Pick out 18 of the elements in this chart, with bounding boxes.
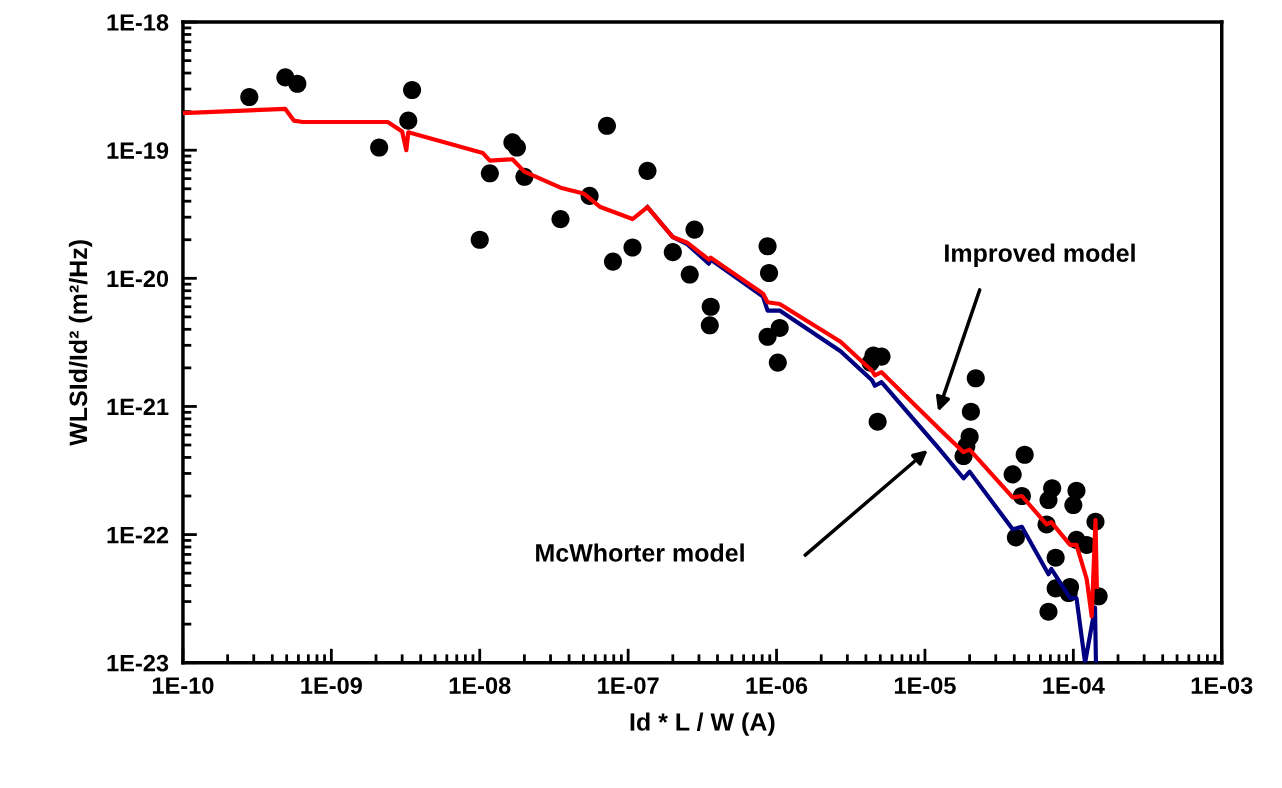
- x-tick-label: 1E-07: [598, 677, 659, 694]
- x-tick-label: 1E-03: [1191, 677, 1253, 694]
- x-tick-label: 1E-04: [1043, 677, 1105, 694]
- y-tick-label: 1E-20: [107, 270, 169, 288]
- y-tick-label: 1E-19: [107, 142, 169, 159]
- x-tick-label: 1E-08: [449, 677, 511, 694]
- annotation: Improved model: [945, 243, 1135, 267]
- y-tick-label: 1E-23: [107, 654, 169, 672]
- y-tick-label: 1E-18: [107, 14, 169, 31]
- x-tick-label: 1E-05: [894, 677, 956, 694]
- y-tick-label: 1E-21: [107, 398, 169, 416]
- y-tick-label: 1E-22: [107, 526, 169, 544]
- annotation: McWhorter model: [536, 543, 744, 562]
- x-axis-title: Id * L / W (A): [630, 712, 775, 736]
- y-axis-title: WLSId/Id² (m²/Hz): [68, 240, 93, 446]
- x-tick-label: 1E-06: [746, 677, 808, 694]
- x-tick-label: 1E-09: [301, 677, 362, 694]
- x-tick-label: 1E-10: [152, 677, 214, 694]
